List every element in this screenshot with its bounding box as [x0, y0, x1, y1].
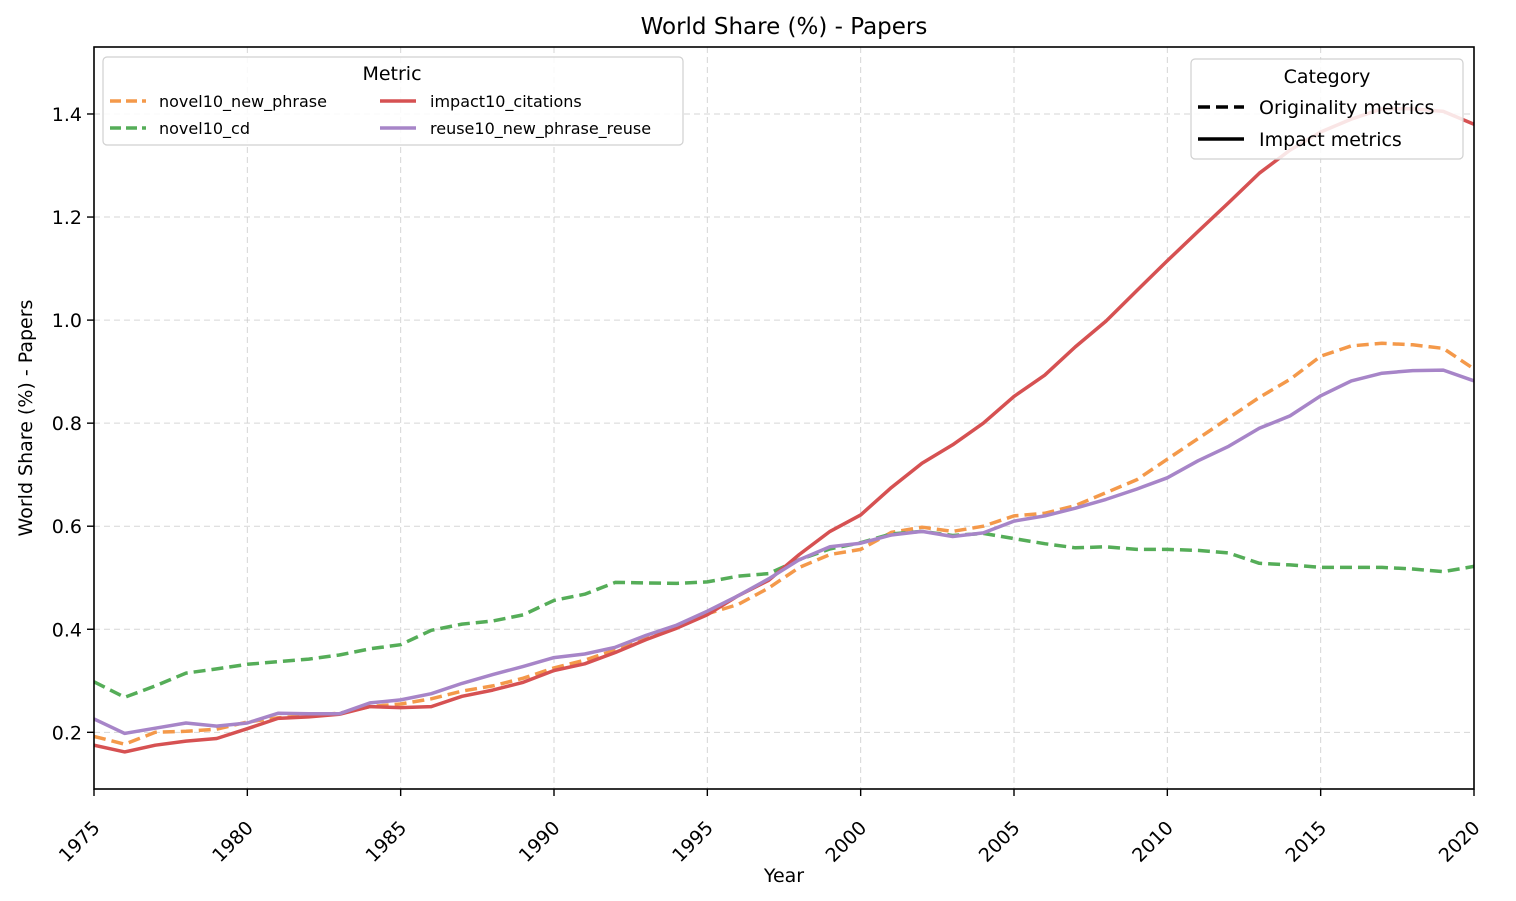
- legend-label-reuse10-new-phrase-reuse: reuse10_new_phrase_reuse: [430, 119, 651, 139]
- legend-label-impact10-citations: impact10_citations: [430, 92, 582, 112]
- category-legend: Category Originality metrics Impact metr…: [1190, 58, 1464, 160]
- y-tick-label-6: 1.4: [52, 104, 82, 126]
- category-legend-box: [1190, 58, 1464, 160]
- x-axis-label: Year: [763, 865, 804, 887]
- y-tick-label-0: 0.2: [52, 722, 82, 744]
- plot-frame: [93, 46, 1475, 790]
- y-tick-label-2: 0.6: [52, 516, 82, 538]
- metric-legend: Metric novel10_new_phrase novel10_cd imp…: [102, 56, 684, 146]
- y-axis-label: World Share (%) - Papers: [15, 300, 37, 537]
- metric-legend-title: Metric: [362, 63, 421, 85]
- y-tick-label-4: 1.0: [52, 310, 82, 332]
- series-line-reuse10-new-phrase-reuse: [94, 368, 1474, 736]
- legend-label-originality-metrics: Originality metrics: [1259, 97, 1434, 119]
- y-tick-label-3: 0.8: [52, 413, 82, 435]
- y-tick-label-5: 1.2: [52, 207, 82, 229]
- legend-label-novel10-new-phrase: novel10_new_phrase: [159, 92, 327, 112]
- legend-label-impact-metrics: Impact metrics: [1259, 129, 1402, 151]
- series-group: [94, 107, 1474, 754]
- category-legend-title: Category: [1284, 66, 1371, 88]
- chart-title: World Share (%) - Papers: [641, 14, 928, 40]
- y-tick-label-1: 0.4: [52, 619, 82, 641]
- legend-label-novel10-cd: novel10_cd: [159, 119, 250, 139]
